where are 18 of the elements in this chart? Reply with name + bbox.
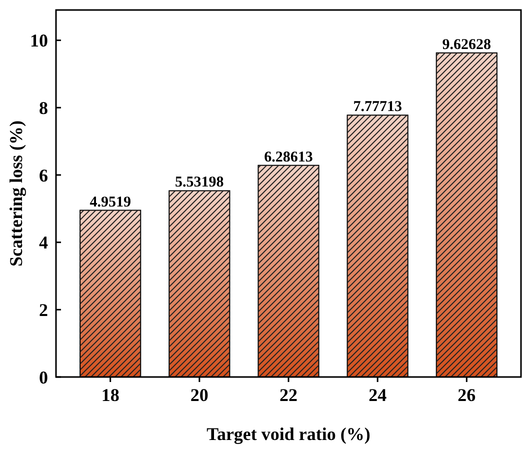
x-tick-label: 26 (458, 385, 476, 405)
y-tick-label: 8 (39, 98, 48, 118)
data-label: 6.28613 (264, 149, 313, 166)
y-tick-label: 6 (39, 165, 48, 186)
y-tick-label: 4 (39, 232, 48, 253)
y-tick-label: 2 (39, 300, 48, 320)
data-label: 4.9519 (90, 194, 131, 210)
x-tick-label: 22 (280, 385, 298, 405)
data-label: 9.62628 (442, 36, 492, 53)
y-tick-label: 0 (39, 367, 48, 388)
x-tick-label: 20 (190, 385, 208, 405)
x-tick-label: 24 (368, 385, 387, 405)
x-tick-label: 18 (101, 385, 120, 405)
x-axis-title: Target void ratio (%) (206, 424, 370, 444)
data-label: 5.53198 (175, 174, 224, 191)
y-tick-label: 10 (30, 30, 48, 51)
data-label: 7.77713 (353, 99, 402, 116)
y-axis-title: Scattering loss (%) (6, 120, 26, 266)
